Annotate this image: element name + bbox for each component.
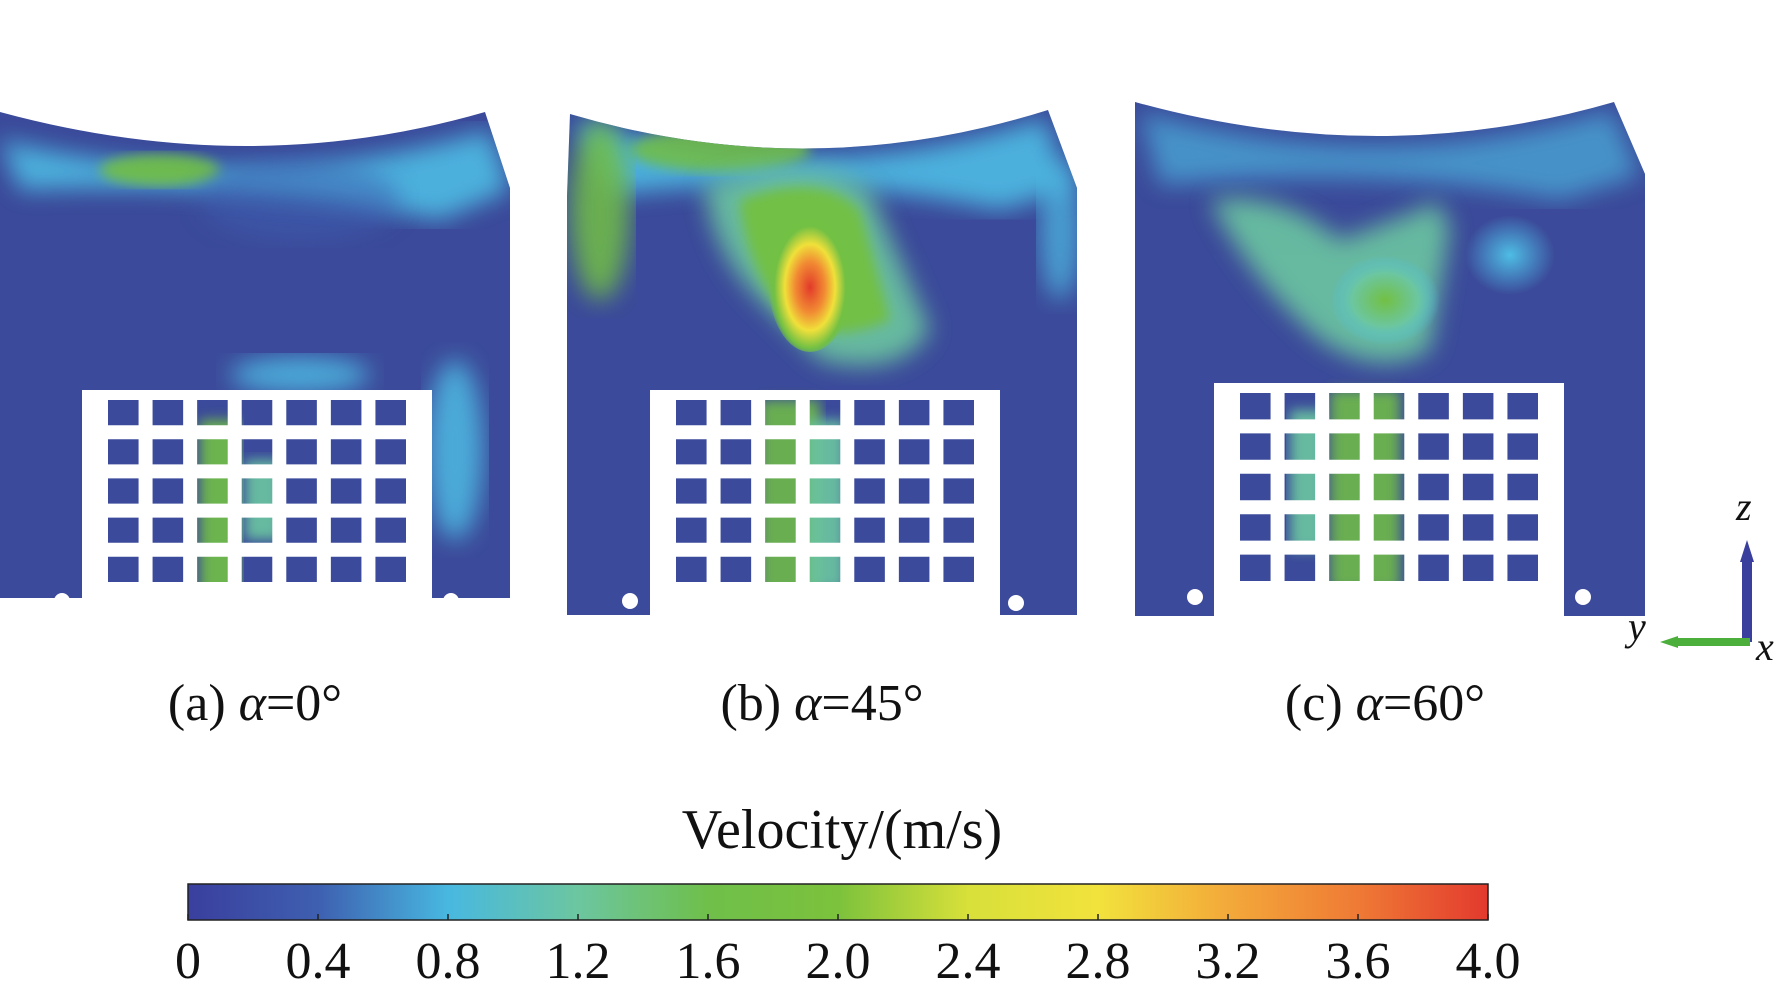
panel-b-caption: (b) α=45° — [720, 675, 923, 732]
y-axis-label: y — [1624, 604, 1646, 649]
grille-frame — [650, 390, 1000, 622]
panel-a-caption: (a) α=0° — [168, 675, 342, 732]
colorbar-tick-label: 3.2 — [1196, 933, 1261, 990]
colorbar-tick-label: 1.6 — [676, 933, 741, 990]
colorbar-tick-label: 2.0 — [806, 933, 871, 990]
panel-c-plot — [1135, 102, 1645, 621]
coordinate-axes: z y x — [1624, 484, 1774, 669]
y-axis-arrow — [1676, 638, 1750, 646]
z-axis-label: z — [1735, 484, 1752, 529]
panel-b-plot — [567, 110, 1077, 622]
y-axis-arrowhead — [1660, 636, 1678, 648]
grille-frame — [82, 390, 432, 622]
colorbar-tick-label: 2.4 — [936, 933, 1001, 990]
colorbar-ticks: 0 0.4 0.8 1.2 1.6 2.0 2.4 2.8 3.2 3.6 4.0 — [175, 914, 1521, 990]
z-axis-arrowhead — [1740, 540, 1754, 562]
colorbar-tick-label: 0.4 — [286, 933, 351, 990]
colorbar-tick-label: 0.8 — [416, 933, 481, 990]
colorbar-tick-label: 2.8 — [1066, 933, 1131, 990]
panel-c-caption: (c) α=60° — [1285, 675, 1485, 732]
colorbar-tick-label: 0 — [175, 933, 201, 990]
panel-a-plot — [0, 112, 510, 622]
colorbar-title: Velocity/(m/s) — [682, 799, 1002, 861]
grille-frame — [1214, 383, 1564, 621]
z-axis-arrow — [1742, 560, 1752, 642]
colorbar-tick-label: 1.2 — [546, 933, 611, 990]
colorbar-tick-label: 3.6 — [1326, 933, 1391, 990]
x-axis-label: x — [1755, 624, 1774, 669]
colorbar-tick-label: 4.0 — [1456, 933, 1521, 990]
